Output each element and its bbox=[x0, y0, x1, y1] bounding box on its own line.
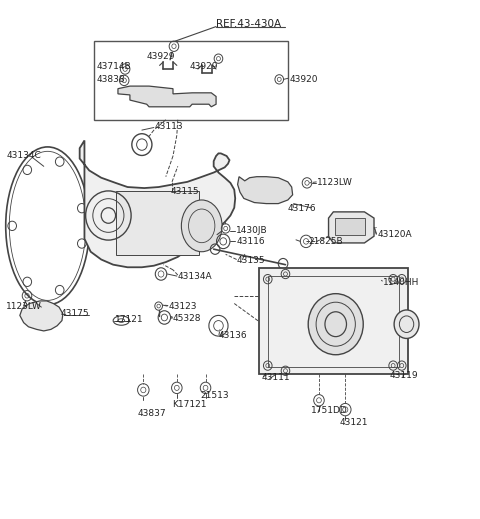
Text: 43113: 43113 bbox=[155, 122, 183, 131]
Text: 43714B: 43714B bbox=[96, 62, 131, 72]
Text: 21825B: 21825B bbox=[308, 237, 343, 246]
Polygon shape bbox=[118, 86, 216, 107]
Bar bbox=[116, 190, 199, 255]
Text: 17121: 17121 bbox=[115, 315, 143, 324]
Text: K17121: K17121 bbox=[172, 400, 206, 409]
Bar bbox=[259, 268, 408, 374]
Text: 43121: 43121 bbox=[339, 418, 368, 427]
Text: 1140HH: 1140HH bbox=[383, 278, 419, 287]
Text: 43123: 43123 bbox=[168, 302, 197, 310]
Text: 43135: 43135 bbox=[236, 256, 265, 265]
Text: 43136: 43136 bbox=[218, 331, 247, 340]
Polygon shape bbox=[20, 301, 63, 331]
Text: 43838: 43838 bbox=[96, 75, 125, 85]
Text: 43111: 43111 bbox=[262, 373, 290, 382]
Text: 1123LW: 1123LW bbox=[6, 302, 42, 310]
Polygon shape bbox=[238, 176, 293, 203]
Ellipse shape bbox=[394, 310, 419, 338]
Text: 43134A: 43134A bbox=[178, 272, 213, 281]
Bar bbox=[94, 41, 288, 120]
Polygon shape bbox=[335, 218, 365, 235]
Text: 43120A: 43120A bbox=[377, 230, 412, 239]
Text: 43115: 43115 bbox=[170, 187, 199, 196]
Text: 1430JB: 1430JB bbox=[236, 226, 268, 235]
Text: 43929: 43929 bbox=[147, 52, 175, 61]
Text: 43175: 43175 bbox=[60, 309, 89, 318]
Bar bbox=[268, 276, 399, 366]
Text: REF.43-430A: REF.43-430A bbox=[216, 19, 281, 29]
Text: 21513: 21513 bbox=[201, 391, 229, 400]
Polygon shape bbox=[328, 212, 374, 243]
Polygon shape bbox=[80, 141, 235, 267]
Text: 43920: 43920 bbox=[289, 75, 318, 84]
Text: 43176: 43176 bbox=[288, 204, 316, 213]
Text: 45328: 45328 bbox=[173, 314, 202, 323]
Text: 43134C: 43134C bbox=[6, 152, 41, 160]
Text: 1751DD: 1751DD bbox=[311, 406, 348, 415]
Text: 43837: 43837 bbox=[137, 409, 166, 418]
Text: 1123LW: 1123LW bbox=[317, 179, 352, 187]
Ellipse shape bbox=[308, 294, 363, 355]
Text: 43929: 43929 bbox=[190, 62, 218, 72]
Ellipse shape bbox=[181, 200, 222, 252]
Text: 43116: 43116 bbox=[236, 237, 265, 246]
Text: 43119: 43119 bbox=[389, 372, 418, 380]
